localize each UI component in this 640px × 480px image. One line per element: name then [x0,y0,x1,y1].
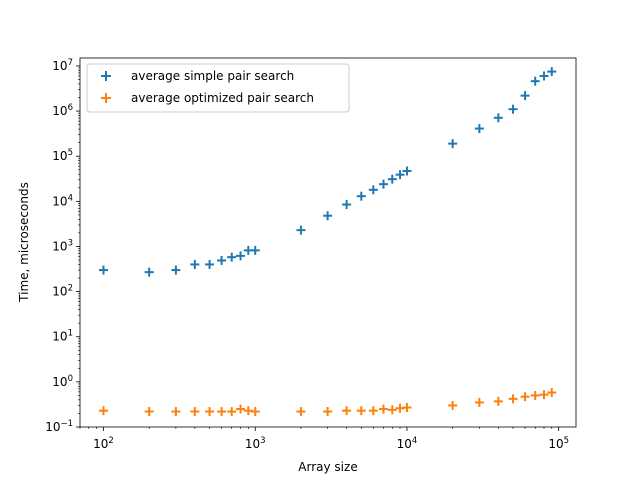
data-point [493,113,503,123]
data-point [250,407,260,417]
data-point [171,407,181,417]
data-point [342,200,352,210]
data-point [387,174,397,184]
data-point [356,406,366,416]
data-point [227,407,237,417]
legend-marker-optimized [101,93,111,103]
legend-label-optimized: average optimized pair search [131,91,314,105]
series-optimized [99,388,557,417]
data-point [356,191,366,201]
data-point [539,390,549,400]
data-point [493,396,503,406]
data-points [99,67,557,417]
data-point [530,76,540,86]
legend-box [86,63,350,113]
data-point [236,251,246,261]
data-point [296,225,306,235]
data-point [342,406,352,416]
data-point [217,255,227,265]
data-point [205,407,215,417]
data-point [296,407,306,417]
data-point [520,392,530,402]
data-point [395,170,405,180]
data-point [378,404,388,414]
data-point [547,388,557,398]
data-point [474,124,484,134]
data-point [144,267,154,277]
data-point [323,211,333,221]
data-point [205,259,215,269]
y-axis-label: Time, microseconds [17,182,31,303]
data-point [474,397,484,407]
data-point [217,407,227,417]
data-point [448,139,458,149]
plot-frame [79,57,577,428]
x-axis-label: Array size [298,460,357,474]
legend-label-simple: average simple pair search [131,69,294,83]
data-point [227,252,237,262]
data-point [323,407,333,417]
data-point [387,405,397,415]
data-point [236,404,246,414]
data-point [190,259,200,269]
data-point [520,91,530,101]
data-point [250,245,260,255]
data-point [99,265,109,275]
legend-marker-simple [101,71,111,81]
data-point [171,265,181,275]
legend: average simple pair search average optim… [86,63,350,113]
data-point [508,394,518,404]
data-point [368,185,378,195]
data-point [190,407,200,417]
data-point [508,104,518,114]
data-point [368,406,378,416]
data-point [402,403,412,413]
series-simple [99,67,557,277]
data-point [402,166,412,176]
data-point [547,67,557,77]
data-point [530,390,540,400]
data-point [144,407,154,417]
data-point [378,179,388,189]
data-point [539,71,549,81]
data-point [448,400,458,410]
data-point [99,406,109,416]
